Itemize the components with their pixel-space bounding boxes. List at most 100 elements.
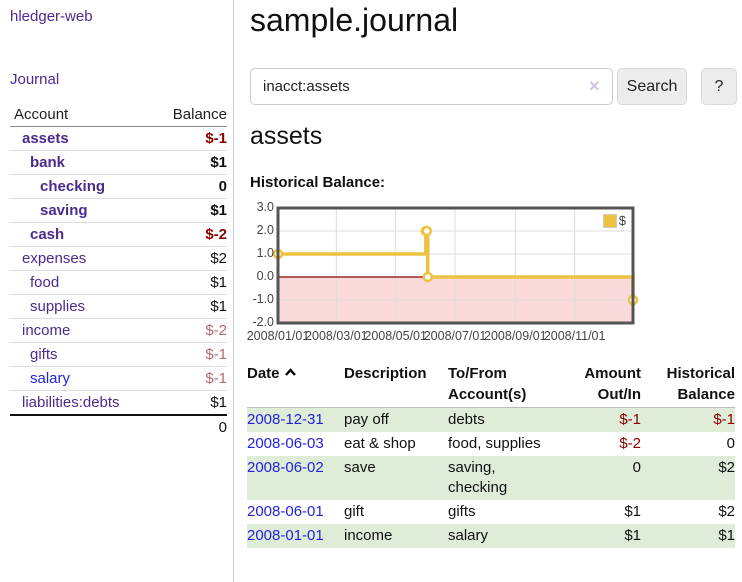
chart-canvas bbox=[272, 206, 639, 325]
transaction-date-link[interactable]: 2008-06-03 bbox=[247, 435, 324, 452]
app-brand-link[interactable]: hledger-web bbox=[10, 8, 93, 25]
account-balance: $-2 bbox=[205, 322, 227, 339]
register-amount-cell: 0 bbox=[632, 459, 641, 476]
account-link-salary[interactable]: salary bbox=[30, 370, 71, 387]
y-axis-tick-label: -2.0 bbox=[252, 315, 274, 329]
y-axis-tick-label: 1.0 bbox=[256, 246, 274, 260]
register-accounts-cell: salary bbox=[448, 527, 489, 544]
register-amount-cell: $-1 bbox=[619, 411, 641, 428]
register-description-cell: pay off bbox=[344, 411, 389, 428]
register-accounts-cell: debts bbox=[448, 411, 485, 428]
x-axis-tick-label: 2008/07/01 bbox=[423, 329, 487, 343]
search-input[interactable] bbox=[250, 68, 613, 105]
x-axis-tick-label: 2008/05/01 bbox=[364, 329, 427, 343]
column-header-date[interactable]: Date bbox=[247, 362, 344, 408]
register-balance-cell: 0 bbox=[726, 435, 735, 452]
account-heading: assets bbox=[250, 122, 323, 150]
account-link-expenses[interactable]: expenses bbox=[22, 250, 87, 267]
clear-search-icon[interactable]: × bbox=[589, 76, 600, 96]
accounts-total-value: 0 bbox=[218, 419, 227, 436]
register-amount-cell: $1 bbox=[624, 527, 641, 544]
register-header-row: Date Description To/From Account(s) Amoun… bbox=[247, 362, 735, 408]
account-balance: $1 bbox=[210, 154, 227, 171]
legend-series-swatch-icon bbox=[602, 213, 617, 228]
accounts-rows: assets $-1 bank $1 checking 0 saving $1 cash $-2 e… bbox=[10, 127, 227, 414]
account-row: gifts $-1 bbox=[10, 342, 227, 366]
register-row: 2008-06-02 save saving, checking 0 $2 bbox=[247, 456, 735, 500]
account-row: bank $1 bbox=[10, 150, 227, 174]
account-row: income $-2 bbox=[10, 318, 227, 342]
account-link-assets[interactable]: assets bbox=[22, 130, 69, 147]
historical-balance-chart: $ 3.0 2.0 1.0 0.0 -1.0 -2.0 2008/01/01 2008/03/… bbox=[246, 200, 706, 352]
chart-plot-area: $ bbox=[272, 206, 639, 325]
account-balance: 0 bbox=[218, 178, 227, 195]
account-link-cash[interactable]: cash bbox=[30, 226, 65, 243]
account-balance: $-1 bbox=[205, 346, 227, 363]
column-header-description: Description bbox=[344, 365, 427, 382]
register-description-cell: save bbox=[344, 459, 376, 476]
register-date-cell: 2008-12-31 bbox=[247, 408, 344, 433]
register-balance-cell: $2 bbox=[718, 459, 735, 476]
account-link-bank[interactable]: bank bbox=[30, 154, 66, 171]
accounts-header-balance: Balance bbox=[172, 106, 227, 123]
register-balance-cell: $2 bbox=[718, 503, 735, 520]
account-row: expenses $2 bbox=[10, 246, 227, 270]
x-axis-tick-label: 2008/01/01 bbox=[246, 329, 310, 343]
y-axis-tick-label: -1.0 bbox=[252, 292, 274, 306]
account-link-income[interactable]: income bbox=[22, 322, 71, 339]
account-row: food $1 bbox=[10, 270, 227, 294]
account-row: saving $1 bbox=[10, 198, 227, 222]
account-link-gifts[interactable]: gifts bbox=[30, 346, 58, 363]
register-accounts-cell: gifts bbox=[448, 503, 476, 520]
column-header-accounts: To/From Account(s) bbox=[448, 365, 527, 403]
transaction-date-link[interactable]: 2008-06-01 bbox=[247, 503, 324, 520]
sidebar: hledger-web Journal Account Balance asse… bbox=[0, 0, 234, 582]
y-axis-tick-label: 3.0 bbox=[256, 200, 274, 214]
accounts-header-account: Account bbox=[14, 106, 69, 123]
accounts-header: Account Balance bbox=[10, 103, 227, 127]
accounts-panel: Account Balance assets $-1 bank $1 checking 0… bbox=[10, 103, 227, 439]
account-link-liabilities-debts[interactable]: liabilities:debts bbox=[22, 394, 120, 411]
help-button[interactable]: ? bbox=[701, 68, 737, 105]
register-amount-cell: $-2 bbox=[619, 435, 641, 452]
account-link-saving[interactable]: saving bbox=[40, 202, 88, 219]
y-axis-tick-label: 2.0 bbox=[256, 223, 274, 237]
sort-ascending-icon bbox=[284, 368, 296, 376]
register-amount-cell: $1 bbox=[624, 503, 641, 520]
register-row: 2008-12-31 pay off debts $-1 $-1 bbox=[247, 407, 735, 433]
legend-series-label: $ bbox=[618, 213, 626, 228]
account-row: cash $-2 bbox=[10, 222, 227, 246]
account-balance: $1 bbox=[210, 274, 227, 291]
account-balance: $-2 bbox=[205, 226, 227, 243]
accounts-total-row: 0 bbox=[10, 414, 227, 439]
register-table: Date Description To/From Account(s) Amoun… bbox=[247, 362, 735, 548]
account-row: assets $-1 bbox=[10, 127, 227, 150]
account-balance: $-1 bbox=[205, 130, 227, 147]
account-link-checking[interactable]: checking bbox=[40, 178, 106, 195]
transaction-date-link[interactable]: 2008-01-01 bbox=[247, 527, 324, 544]
sidebar-item-journal[interactable]: Journal bbox=[10, 71, 60, 88]
x-axis-tick-label: 2008/03/01 bbox=[305, 329, 368, 343]
account-link-food[interactable]: food bbox=[30, 274, 60, 291]
page-title: sample.journal bbox=[250, 2, 459, 38]
register-date-cell: 2008-06-01 bbox=[247, 500, 344, 524]
chart-legend: $ bbox=[600, 212, 628, 229]
column-header-balance: Historical Balance bbox=[666, 365, 735, 403]
search-button[interactable]: Search bbox=[617, 68, 687, 105]
account-balance: $-1 bbox=[205, 370, 227, 387]
account-balance: $2 bbox=[210, 250, 227, 267]
register-body: 2008-12-31 pay off debts $-1 $-1 2008-06-03 ea… bbox=[247, 407, 735, 548]
account-row: checking 0 bbox=[10, 174, 227, 198]
register-balance-cell: $1 bbox=[718, 527, 735, 544]
register-row: 2008-06-01 gift gifts $1 $2 bbox=[247, 500, 735, 524]
transaction-date-link[interactable]: 2008-06-02 bbox=[247, 459, 324, 476]
register-date-cell: 2008-06-02 bbox=[247, 456, 344, 500]
account-row: liabilities:debts $1 bbox=[10, 390, 227, 414]
register-row: 2008-06-03 eat & shop food, supplies $-2 0 bbox=[247, 432, 735, 456]
x-axis-tick-label: 2008/11/01 bbox=[543, 329, 606, 343]
transaction-date-link[interactable]: 2008-12-31 bbox=[247, 411, 324, 428]
account-link-supplies[interactable]: supplies bbox=[30, 298, 86, 315]
register-row: 2008-01-01 income salary $1 $1 bbox=[247, 524, 735, 548]
register-date-cell: 2008-01-01 bbox=[247, 524, 344, 548]
y-axis-tick-label: 0.0 bbox=[256, 269, 274, 283]
